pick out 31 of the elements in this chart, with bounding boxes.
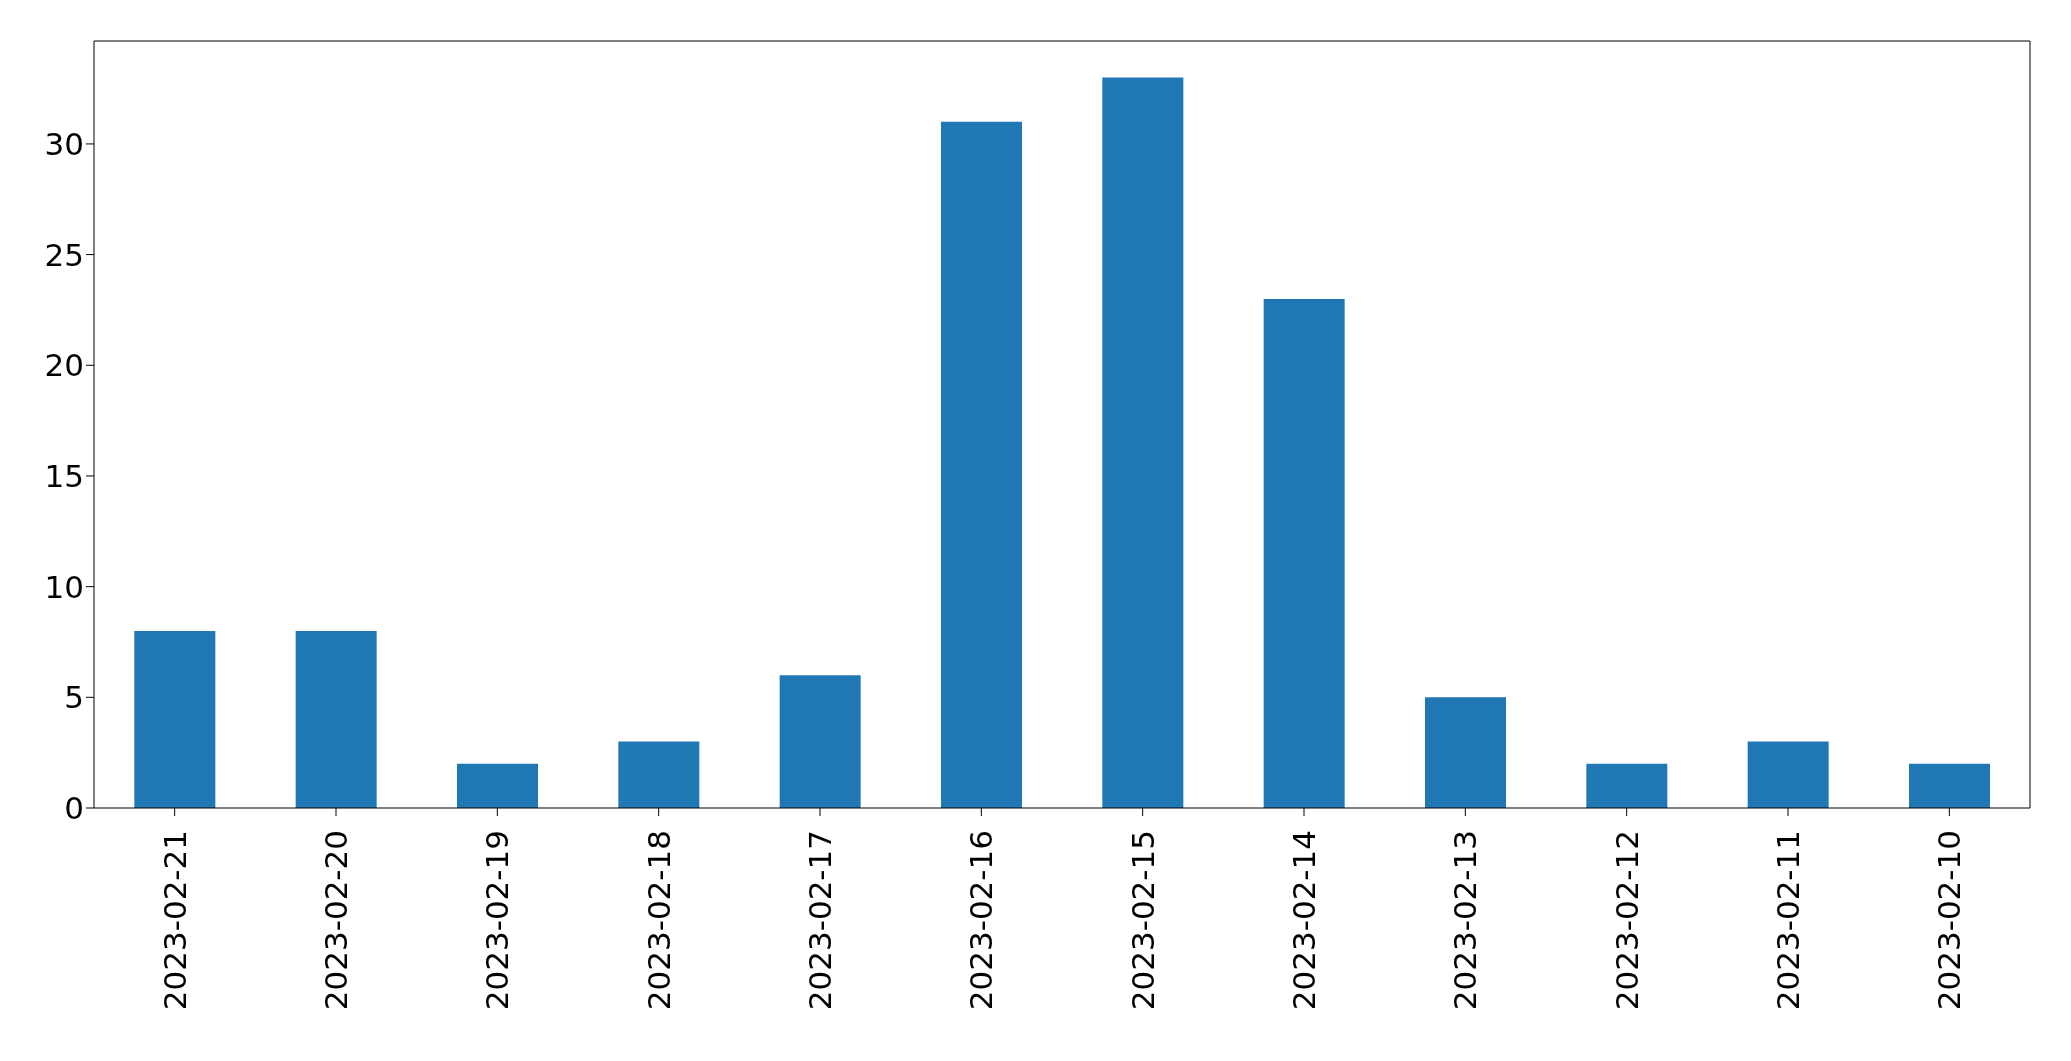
- y-tick-label: 20: [44, 347, 84, 384]
- x-tick-label: 2023-02-18: [640, 830, 677, 1011]
- y-tick-label: 25: [44, 236, 84, 273]
- x-tick-label: 2023-02-13: [1447, 830, 1484, 1011]
- bar: [134, 630, 216, 808]
- y-tick-label: 10: [44, 568, 84, 605]
- x-tick-label: 2023-02-16: [963, 830, 1000, 1011]
- x-tick-label: 2023-02-15: [1124, 830, 1161, 1011]
- y-tick-label: 0: [64, 790, 84, 827]
- bar: [779, 675, 861, 808]
- bar: [295, 630, 377, 808]
- y-tick-label: 30: [44, 125, 84, 162]
- bar: [941, 121, 1022, 808]
- x-tick-label: 2023-02-21: [156, 830, 193, 1011]
- x-tick-label: 2023-02-19: [479, 830, 516, 1011]
- bar: [1586, 763, 1668, 808]
- x-tick-label: 2023-02-17: [802, 830, 838, 1011]
- x-tick-label: 2023-02-14: [1286, 830, 1322, 1011]
- bar: [1102, 77, 1184, 808]
- x-tick-label: 2023-02-20: [318, 830, 354, 1011]
- bar: [1909, 763, 1990, 808]
- x-tick-label: 2023-02-10: [1931, 830, 1968, 1011]
- y-tick-label: 5: [64, 679, 84, 716]
- x-tick-label: 2023-02-11: [1770, 830, 1806, 1011]
- bar: [618, 741, 700, 808]
- bar: [1425, 697, 1506, 808]
- bar: [457, 763, 538, 808]
- bar: [1263, 298, 1345, 808]
- bar: [1747, 741, 1829, 808]
- y-tick-label: 15: [44, 457, 84, 494]
- x-tick-label: 2023-02-12: [1608, 830, 1645, 1011]
